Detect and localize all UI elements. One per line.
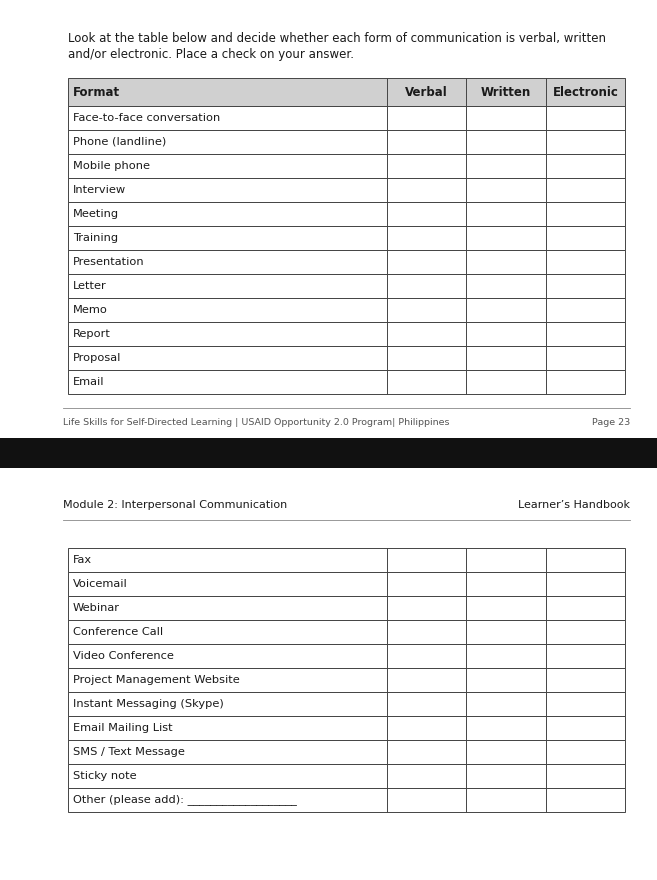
Bar — [68, 130, 625, 154]
Bar — [68, 548, 625, 572]
Text: Webinar: Webinar — [73, 603, 120, 613]
Text: Other (please add): ___________________: Other (please add): ___________________ — [73, 795, 297, 805]
Bar — [68, 668, 625, 692]
Text: SMS / Text Message: SMS / Text Message — [73, 747, 185, 757]
Bar — [68, 620, 625, 644]
Bar — [68, 596, 625, 620]
Bar — [68, 572, 625, 596]
Text: Verbal: Verbal — [405, 85, 448, 99]
Text: Email Mailing List: Email Mailing List — [73, 723, 173, 733]
Bar — [68, 274, 625, 298]
Text: Email: Email — [73, 377, 104, 387]
Text: Fax: Fax — [73, 555, 92, 565]
Bar — [68, 788, 625, 812]
Bar — [68, 250, 625, 274]
Bar — [68, 154, 625, 178]
Text: Presentation: Presentation — [73, 257, 145, 267]
Bar — [68, 226, 625, 250]
Text: Proposal: Proposal — [73, 353, 122, 363]
Text: Sticky note: Sticky note — [73, 771, 137, 781]
Text: Written: Written — [481, 85, 532, 99]
Bar — [68, 202, 625, 226]
Text: Voicemail: Voicemail — [73, 579, 127, 589]
Text: Meeting: Meeting — [73, 209, 119, 219]
Text: Format: Format — [73, 85, 120, 99]
Bar — [68, 346, 625, 370]
Text: Letter: Letter — [73, 281, 106, 291]
Text: Training: Training — [73, 233, 118, 243]
Bar — [68, 106, 625, 130]
Text: Mobile phone: Mobile phone — [73, 161, 150, 171]
Text: Project Management Website: Project Management Website — [73, 675, 240, 685]
Text: Look at the table below and decide whether each form of communication is verbal,: Look at the table below and decide wheth… — [68, 32, 606, 45]
Text: Phone (landline): Phone (landline) — [73, 137, 166, 147]
Text: Memo: Memo — [73, 305, 108, 315]
Bar — [0, 438, 657, 468]
Bar — [68, 764, 625, 788]
Text: Page 23: Page 23 — [592, 418, 630, 427]
Bar — [68, 740, 625, 764]
Text: Learner’s Handbook: Learner’s Handbook — [518, 500, 630, 510]
Text: Conference Call: Conference Call — [73, 627, 163, 637]
Text: Video Conference: Video Conference — [73, 651, 174, 661]
Bar — [68, 298, 625, 322]
Text: Electronic: Electronic — [553, 85, 618, 99]
Bar — [68, 178, 625, 202]
Bar — [68, 692, 625, 716]
Text: Face-to-face conversation: Face-to-face conversation — [73, 113, 220, 123]
Text: Life Skills for Self-Directed Learning | USAID Opportunity 2.0 Program| Philippi: Life Skills for Self-Directed Learning |… — [63, 418, 449, 427]
Bar — [68, 322, 625, 346]
Text: Report: Report — [73, 329, 111, 339]
Text: Module 2: Interpersonal Communication: Module 2: Interpersonal Communication — [63, 500, 287, 510]
Bar — [68, 716, 625, 740]
Text: Interview: Interview — [73, 185, 126, 195]
Bar — [68, 644, 625, 668]
Text: and/or electronic. Place a check on your answer.: and/or electronic. Place a check on your… — [68, 48, 354, 61]
Bar — [68, 370, 625, 394]
Bar — [68, 78, 625, 106]
Text: Instant Messaging (Skype): Instant Messaging (Skype) — [73, 699, 224, 709]
